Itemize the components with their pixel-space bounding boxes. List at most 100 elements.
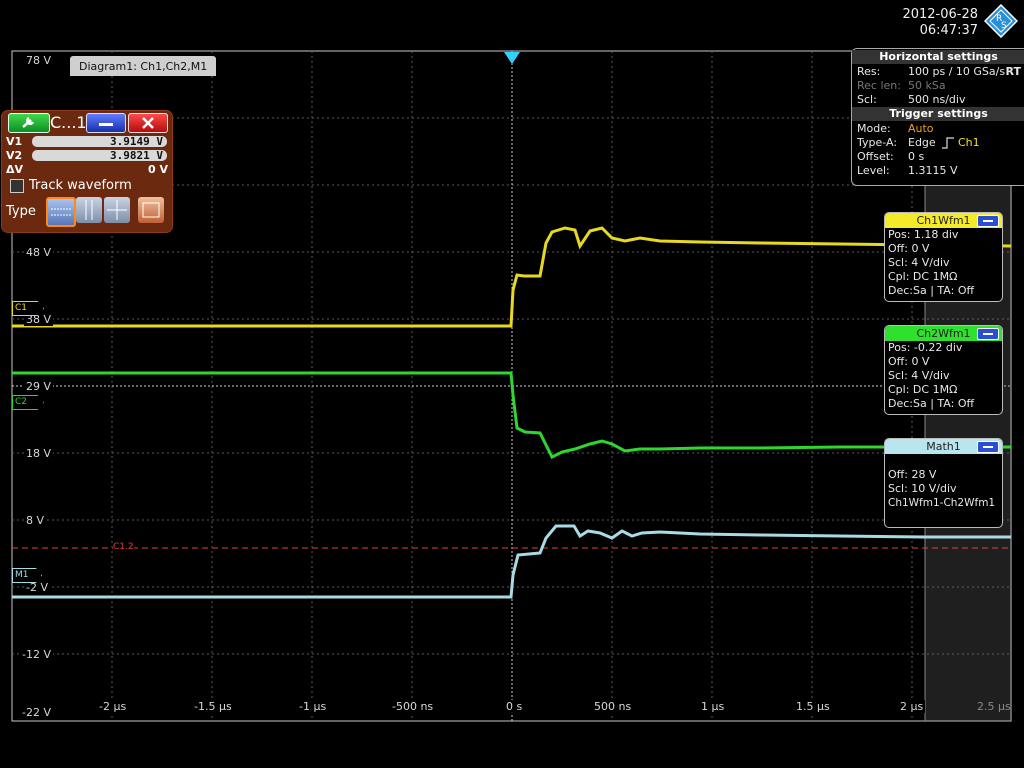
- horizontal-cursor-icon: [51, 208, 71, 216]
- ch2-marker[interactable]: C2: [12, 395, 44, 410]
- y-tick-minus12: -12 V: [20, 648, 53, 661]
- time-text: 06:47:37: [919, 23, 978, 38]
- vertical-cursor-icon: [85, 200, 93, 220]
- settings-panel[interactable]: Horizontal settings Res: 100 ps / 10 GSa…: [851, 48, 1024, 186]
- cursor-dialog[interactable]: C...1 V1 3.9149 V V2 3.9821 V ΔV 0 V Tra…: [2, 111, 172, 232]
- reclen-label: Rec len:: [857, 79, 901, 92]
- v1-row: V1 3.9149 V: [6, 135, 168, 148]
- ch2-title-text: Ch2Wfm1: [916, 327, 971, 340]
- mode-value: Auto: [908, 122, 934, 135]
- y-tick-29: 29 V: [24, 380, 54, 393]
- ch2-info-box[interactable]: Ch2Wfm1 Pos: -0.22 div Off: 0 V Scl: 4 V…: [884, 325, 1003, 415]
- ch1-marker[interactable]: C1: [12, 301, 44, 316]
- delta-v-row: ΔV 0 V: [6, 163, 168, 176]
- v2-row: V2 3.9821 V: [6, 149, 168, 162]
- minimize-button[interactable]: [86, 113, 126, 133]
- ch1-info-box[interactable]: Ch1Wfm1 Pos: 1.18 div Off: 0 V Scl: 4 V/…: [884, 212, 1003, 302]
- mode-label: Mode:: [857, 122, 891, 135]
- crosshair-cursor-icon: [107, 200, 127, 220]
- v2-value-field[interactable]: 3.9821 V: [32, 150, 167, 161]
- math1-waveform: [12, 524, 1011, 599]
- track-waveform-checkbox[interactable]: [10, 179, 24, 193]
- trigger-type-label: Type-A:: [857, 136, 898, 149]
- math1-minimize-icon[interactable]: [977, 441, 999, 453]
- cursor-measure-icon: [142, 202, 160, 218]
- ch2-dec: Dec:Sa | TA: Off: [888, 397, 975, 410]
- y-tick-8: 8 V: [24, 514, 47, 527]
- trigger-position-marker[interactable]: [504, 52, 520, 64]
- type-label: Type: [6, 204, 36, 219]
- y-tick-minus2: -2 V: [24, 581, 50, 594]
- scl-label: Scl:: [857, 93, 877, 106]
- math1-info-box[interactable]: Math1 Off: 28 V Scl: 10 V/div Ch1Wfm1-Ch…: [884, 438, 1003, 528]
- math1-off: Off: 28 V: [888, 468, 937, 481]
- type-vertical-button[interactable]: [76, 197, 102, 223]
- datetime-display: 2012-06-28 06:47:37: [902, 7, 978, 39]
- y-tick-48: 48 V: [24, 246, 54, 259]
- close-icon: [142, 117, 154, 129]
- svg-text:R: R: [996, 14, 1002, 24]
- reclen-row: Rec len: 50 kSa: [857, 79, 1021, 93]
- res-row: Res: 100 ps / 10 GSa/s RT: [857, 65, 1021, 79]
- delta-v-value: 0 V: [148, 163, 168, 176]
- level-label: Level:: [857, 164, 890, 177]
- ch1-waveform: [12, 226, 1012, 328]
- math1-title-text: Math1: [926, 440, 961, 453]
- v2-label: V2: [6, 149, 23, 162]
- scl-value: 500 ns/div: [908, 93, 966, 106]
- trigger-source: Ch1: [958, 136, 980, 149]
- ch2-waveform: [12, 371, 1011, 460]
- cursor-line-label: C1.2: [113, 542, 134, 552]
- ch2-scl: Scl: 4 V/div: [888, 369, 950, 382]
- type-measure-button[interactable]: [138, 197, 164, 223]
- level-value: 1.3115 V: [908, 164, 958, 177]
- ch2-pos: Pos: -0.22 div: [888, 341, 963, 354]
- x-tick-minus2us: -2 µs: [97, 700, 129, 713]
- x-tick-minus1us: -1 µs: [297, 700, 329, 713]
- ch1-minimize-icon[interactable]: [977, 215, 999, 227]
- ch2-minimize-icon[interactable]: [977, 328, 999, 340]
- type-horizontal-button[interactable]: [46, 197, 76, 227]
- delta-v-label: ΔV: [6, 163, 24, 176]
- svg-text:S: S: [1001, 21, 1007, 31]
- trigger-type-value: Edge: [908, 136, 936, 149]
- math1-marker[interactable]: M1: [12, 568, 42, 583]
- ch2-off: Off: 0 V: [888, 355, 930, 368]
- type-both-button[interactable]: [104, 197, 130, 223]
- y-tick-minus22: -22 V: [20, 706, 53, 719]
- x-tick-2us: 2 µs: [898, 700, 926, 713]
- ch2-cpl: Cpl: DC 1MΩ: [888, 383, 958, 396]
- trigger-type-row: Type-A: Edge Ch1: [857, 136, 1021, 150]
- math1-scl: Scl: 10 V/div: [888, 482, 957, 495]
- ch2-info-title: Ch2Wfm1: [885, 326, 1002, 341]
- wrench-icon: [22, 116, 35, 128]
- horizontal-settings-title: Horizontal settings: [852, 50, 1024, 64]
- rohde-schwarz-logo: R S: [984, 4, 1018, 38]
- ch1-info-title: Ch1Wfm1: [885, 213, 1002, 228]
- ch1-cpl: Cpl: DC 1MΩ: [888, 270, 958, 283]
- realtime-indicator: RT: [1005, 65, 1021, 78]
- v1-label: V1: [6, 135, 23, 148]
- trigger-settings-title: Trigger settings: [852, 107, 1024, 121]
- y-tick-18: 18 V: [24, 447, 54, 460]
- wrench-settings-button[interactable]: [8, 113, 50, 133]
- rising-edge-icon: [942, 137, 954, 149]
- offset-label: Offset:: [857, 150, 894, 163]
- v1-value-field[interactable]: 3.9149 V: [32, 136, 167, 147]
- minimize-icon: [99, 123, 113, 126]
- math1-info-title: Math1: [885, 439, 1002, 454]
- cursor-dialog-title: C...1: [50, 113, 87, 132]
- x-tick-1us: 1 µs: [699, 700, 727, 713]
- close-button[interactable]: [128, 113, 168, 133]
- ch1-pos: Pos: 1.18 div: [888, 228, 959, 241]
- x-tick-500ns: 500 ns: [592, 700, 634, 713]
- diagram-tab[interactable]: Diagram1: Ch1,Ch2,M1: [70, 56, 217, 76]
- ch1-off: Off: 0 V: [888, 242, 930, 255]
- x-tick-2-5us: 2.5 µs: [977, 700, 1011, 713]
- track-waveform-label: Track waveform: [29, 178, 132, 193]
- x-tick-minus500ns: -500 ns: [390, 700, 436, 713]
- offset-value: 0 s: [908, 150, 925, 163]
- mode-row: Mode: Auto: [857, 122, 1021, 136]
- reclen-value: 50 kSa: [908, 79, 946, 92]
- x-tick-1-5us: 1.5 µs: [794, 700, 832, 713]
